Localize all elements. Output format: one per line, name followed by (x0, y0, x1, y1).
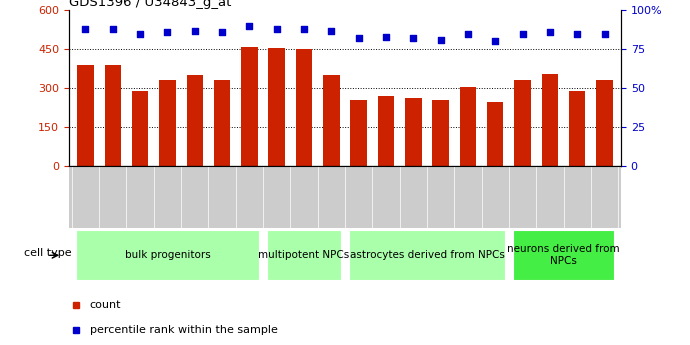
Bar (76, 230, 259, 280)
Bar (351, 100, 367, 166)
Bar (513, 230, 614, 280)
Bar (405, 98, 422, 166)
Text: multipotent NPCs: multipotent NPCs (258, 250, 350, 260)
Point (80, 26, 91, 32)
Text: cell type: cell type (24, 248, 72, 257)
Point (517, 31, 528, 37)
Bar (267, 230, 341, 280)
Bar (433, 100, 448, 166)
Point (107, 26, 118, 32)
Bar (542, 74, 558, 166)
Bar (487, 102, 504, 166)
Point (572, 31, 583, 37)
Point (271, 26, 282, 32)
Bar (460, 87, 476, 166)
Bar (159, 80, 175, 166)
Bar (241, 47, 257, 166)
Point (462, 31, 473, 37)
Bar (104, 65, 121, 166)
Point (490, 39, 501, 44)
Text: bulk progenitors: bulk progenitors (124, 250, 210, 260)
Text: count: count (90, 300, 121, 310)
Point (544, 29, 555, 35)
Point (599, 31, 610, 37)
Point (435, 37, 446, 43)
Bar (323, 75, 339, 166)
Bar (596, 80, 613, 166)
Bar (569, 90, 586, 166)
Bar (132, 90, 148, 166)
Text: neurons derived from
NPCs: neurons derived from NPCs (507, 245, 620, 266)
Bar (268, 48, 285, 166)
Point (217, 29, 228, 35)
Point (135, 31, 146, 37)
Bar (378, 96, 394, 166)
Bar (296, 49, 312, 166)
Point (380, 34, 391, 40)
Point (299, 26, 310, 32)
Point (408, 36, 419, 41)
Point (244, 23, 255, 29)
Bar (214, 80, 230, 166)
Point (353, 36, 364, 41)
Bar (349, 230, 505, 280)
Text: GDS1396 / U34843_g_at: GDS1396 / U34843_g_at (69, 0, 231, 9)
Bar (515, 80, 531, 166)
Text: astrocytes derived from NPCs: astrocytes derived from NPCs (350, 250, 504, 260)
Text: percentile rank within the sample: percentile rank within the sample (90, 325, 277, 335)
Point (326, 28, 337, 33)
Bar (186, 75, 203, 166)
Bar (77, 65, 94, 166)
Point (189, 28, 200, 33)
Point (162, 29, 173, 35)
